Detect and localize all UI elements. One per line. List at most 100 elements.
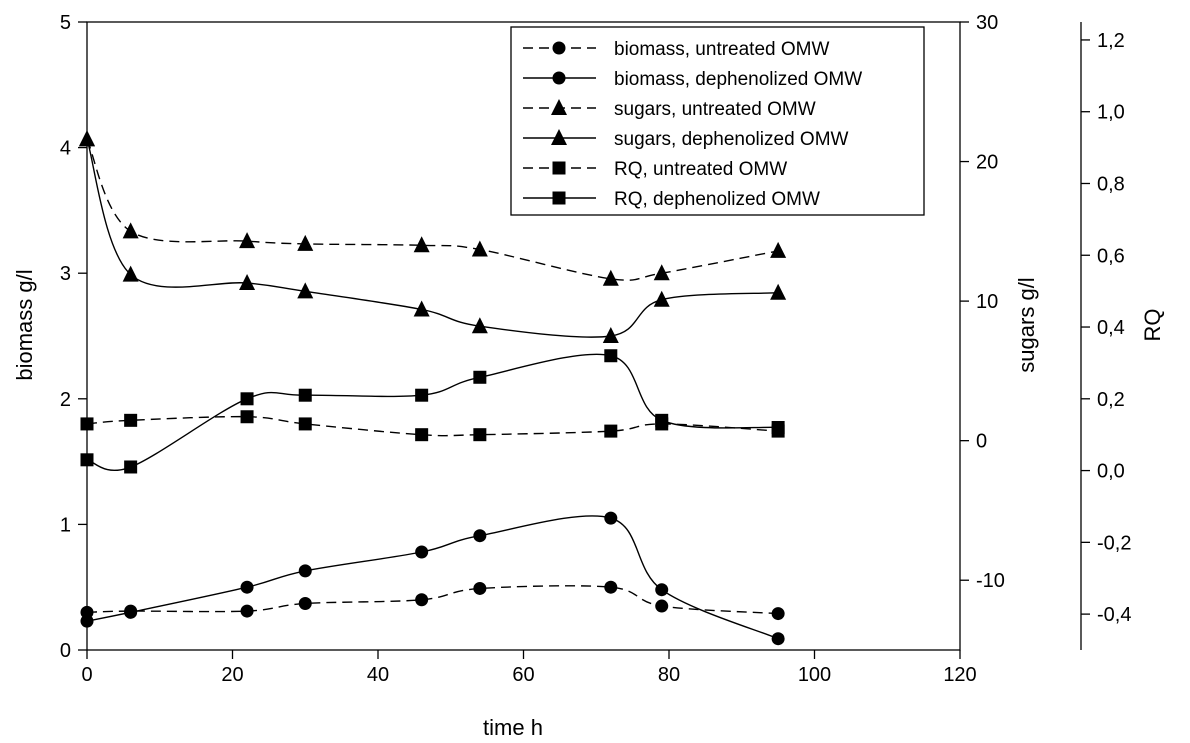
- data-point: [602, 269, 619, 286]
- legend-entry-3: sugars, dephenolized OMW: [523, 129, 849, 150]
- data-point: [240, 410, 254, 424]
- biomass-tick-label: 3: [60, 263, 71, 285]
- series-line: [86, 353, 779, 472]
- data-point: [415, 545, 429, 559]
- y-axis-title-sugars: sugars g/l: [1014, 277, 1039, 372]
- series-3: [79, 130, 787, 343]
- data-point: [298, 564, 312, 578]
- data-point: [415, 428, 429, 442]
- sugars-tick-label: 10: [976, 291, 998, 313]
- data-point: [122, 265, 139, 282]
- biomass-tick-label: 4: [60, 138, 71, 160]
- y-axis-title-biomass: biomass g/l: [12, 269, 37, 380]
- y-axis-title-rq: RQ: [1140, 309, 1165, 342]
- data-point: [655, 413, 669, 427]
- legend-marker: [552, 71, 566, 85]
- data-point: [298, 597, 312, 611]
- axes: time h biomass g/l sugars g/l RQ 0 20 40 60…: [12, 12, 1165, 740]
- x-tick-label: 20: [221, 664, 243, 686]
- data-point: [80, 417, 94, 431]
- series-line: [86, 415, 779, 437]
- sugars-tick-label: -10: [976, 570, 1005, 592]
- data-point: [473, 428, 487, 442]
- rq-tick-label: 0,0: [1097, 461, 1125, 483]
- data-point: [239, 232, 256, 249]
- data-point: [771, 607, 785, 621]
- data-point: [239, 273, 256, 290]
- data-point: [471, 240, 488, 257]
- biomass-tick-label: 0: [60, 640, 71, 662]
- legend-box: [510, 26, 925, 216]
- legend-entry-1: biomass, dephenolized OMW: [523, 69, 862, 90]
- legend-marker: [551, 129, 567, 145]
- data-point: [80, 453, 94, 467]
- data-point: [604, 349, 618, 363]
- legend-marker: [552, 161, 566, 175]
- legend-entry-0: biomass, untreated OMW: [523, 39, 829, 60]
- biomass-tick-label: 2: [60, 389, 71, 411]
- sugars-tick-label: 30: [976, 12, 998, 34]
- series-line: [86, 515, 779, 640]
- data-point: [653, 290, 670, 307]
- data-point: [604, 511, 618, 525]
- data-point: [79, 130, 95, 147]
- sugars-tick-label: 20: [976, 152, 998, 174]
- data-point: [124, 460, 138, 474]
- legend-label: RQ, dephenolized OMW: [614, 189, 820, 210]
- rq-tick-label: 1,2: [1097, 30, 1125, 52]
- legend-marker: [551, 99, 567, 115]
- data-point: [240, 392, 254, 406]
- x-tick-label: 120: [943, 664, 976, 686]
- data-point: [771, 421, 785, 435]
- data-point: [413, 300, 430, 317]
- legend-marker: [552, 41, 566, 55]
- legend: biomass, untreated OMW biomass, dephenoli…: [510, 26, 925, 216]
- data-point: [770, 283, 787, 300]
- x-tick-label: 40: [367, 664, 389, 686]
- legend-label: RQ, untreated OMW: [614, 159, 787, 180]
- data-point: [602, 327, 619, 343]
- x-tick-label: 100: [798, 664, 831, 686]
- data-point: [655, 583, 669, 597]
- rq-tick-label: 0,6: [1097, 245, 1125, 267]
- data-point: [80, 614, 94, 628]
- data-point: [122, 222, 139, 239]
- data-point: [124, 413, 138, 427]
- biomass-tick-label: 1: [60, 514, 71, 536]
- rq-tick-label: -0,4: [1097, 604, 1131, 626]
- data-point: [655, 599, 669, 613]
- x-tick-label: 60: [512, 664, 534, 686]
- data-point: [770, 241, 787, 258]
- x-axis-title: time h: [483, 715, 543, 740]
- series-0: [80, 580, 785, 621]
- data-point: [473, 370, 487, 384]
- data-point: [124, 605, 138, 619]
- x-tick-label: 80: [658, 664, 680, 686]
- sugars-tick-label: 0: [976, 431, 987, 453]
- data-point: [604, 424, 618, 438]
- legend-label: biomass, dephenolized OMW: [614, 69, 862, 90]
- data-point: [471, 317, 488, 334]
- data-point: [653, 264, 670, 281]
- rq-tick-label: -0,2: [1097, 532, 1131, 554]
- data-point: [604, 580, 618, 594]
- series-5: [80, 349, 785, 474]
- legend-entry-4: RQ, untreated OMW: [523, 159, 787, 180]
- data-point: [413, 236, 430, 253]
- legend-marker: [552, 191, 566, 205]
- data-point: [415, 593, 429, 607]
- legend-label: biomass, untreated OMW: [614, 39, 829, 60]
- series-4: [80, 410, 785, 442]
- rq-tick-label: 0,8: [1097, 173, 1125, 195]
- data-point: [240, 604, 254, 618]
- data-point: [473, 581, 487, 595]
- legend-entry-5: RQ, dephenolized OMW: [523, 189, 820, 210]
- x-tick-label: 0: [81, 664, 92, 686]
- data-point: [415, 388, 429, 402]
- data-point: [298, 388, 312, 402]
- series-1: [80, 511, 785, 646]
- data-point: [240, 580, 254, 594]
- rq-tick-label: 0,4: [1097, 317, 1125, 339]
- biomass-tick-label: 5: [60, 12, 71, 34]
